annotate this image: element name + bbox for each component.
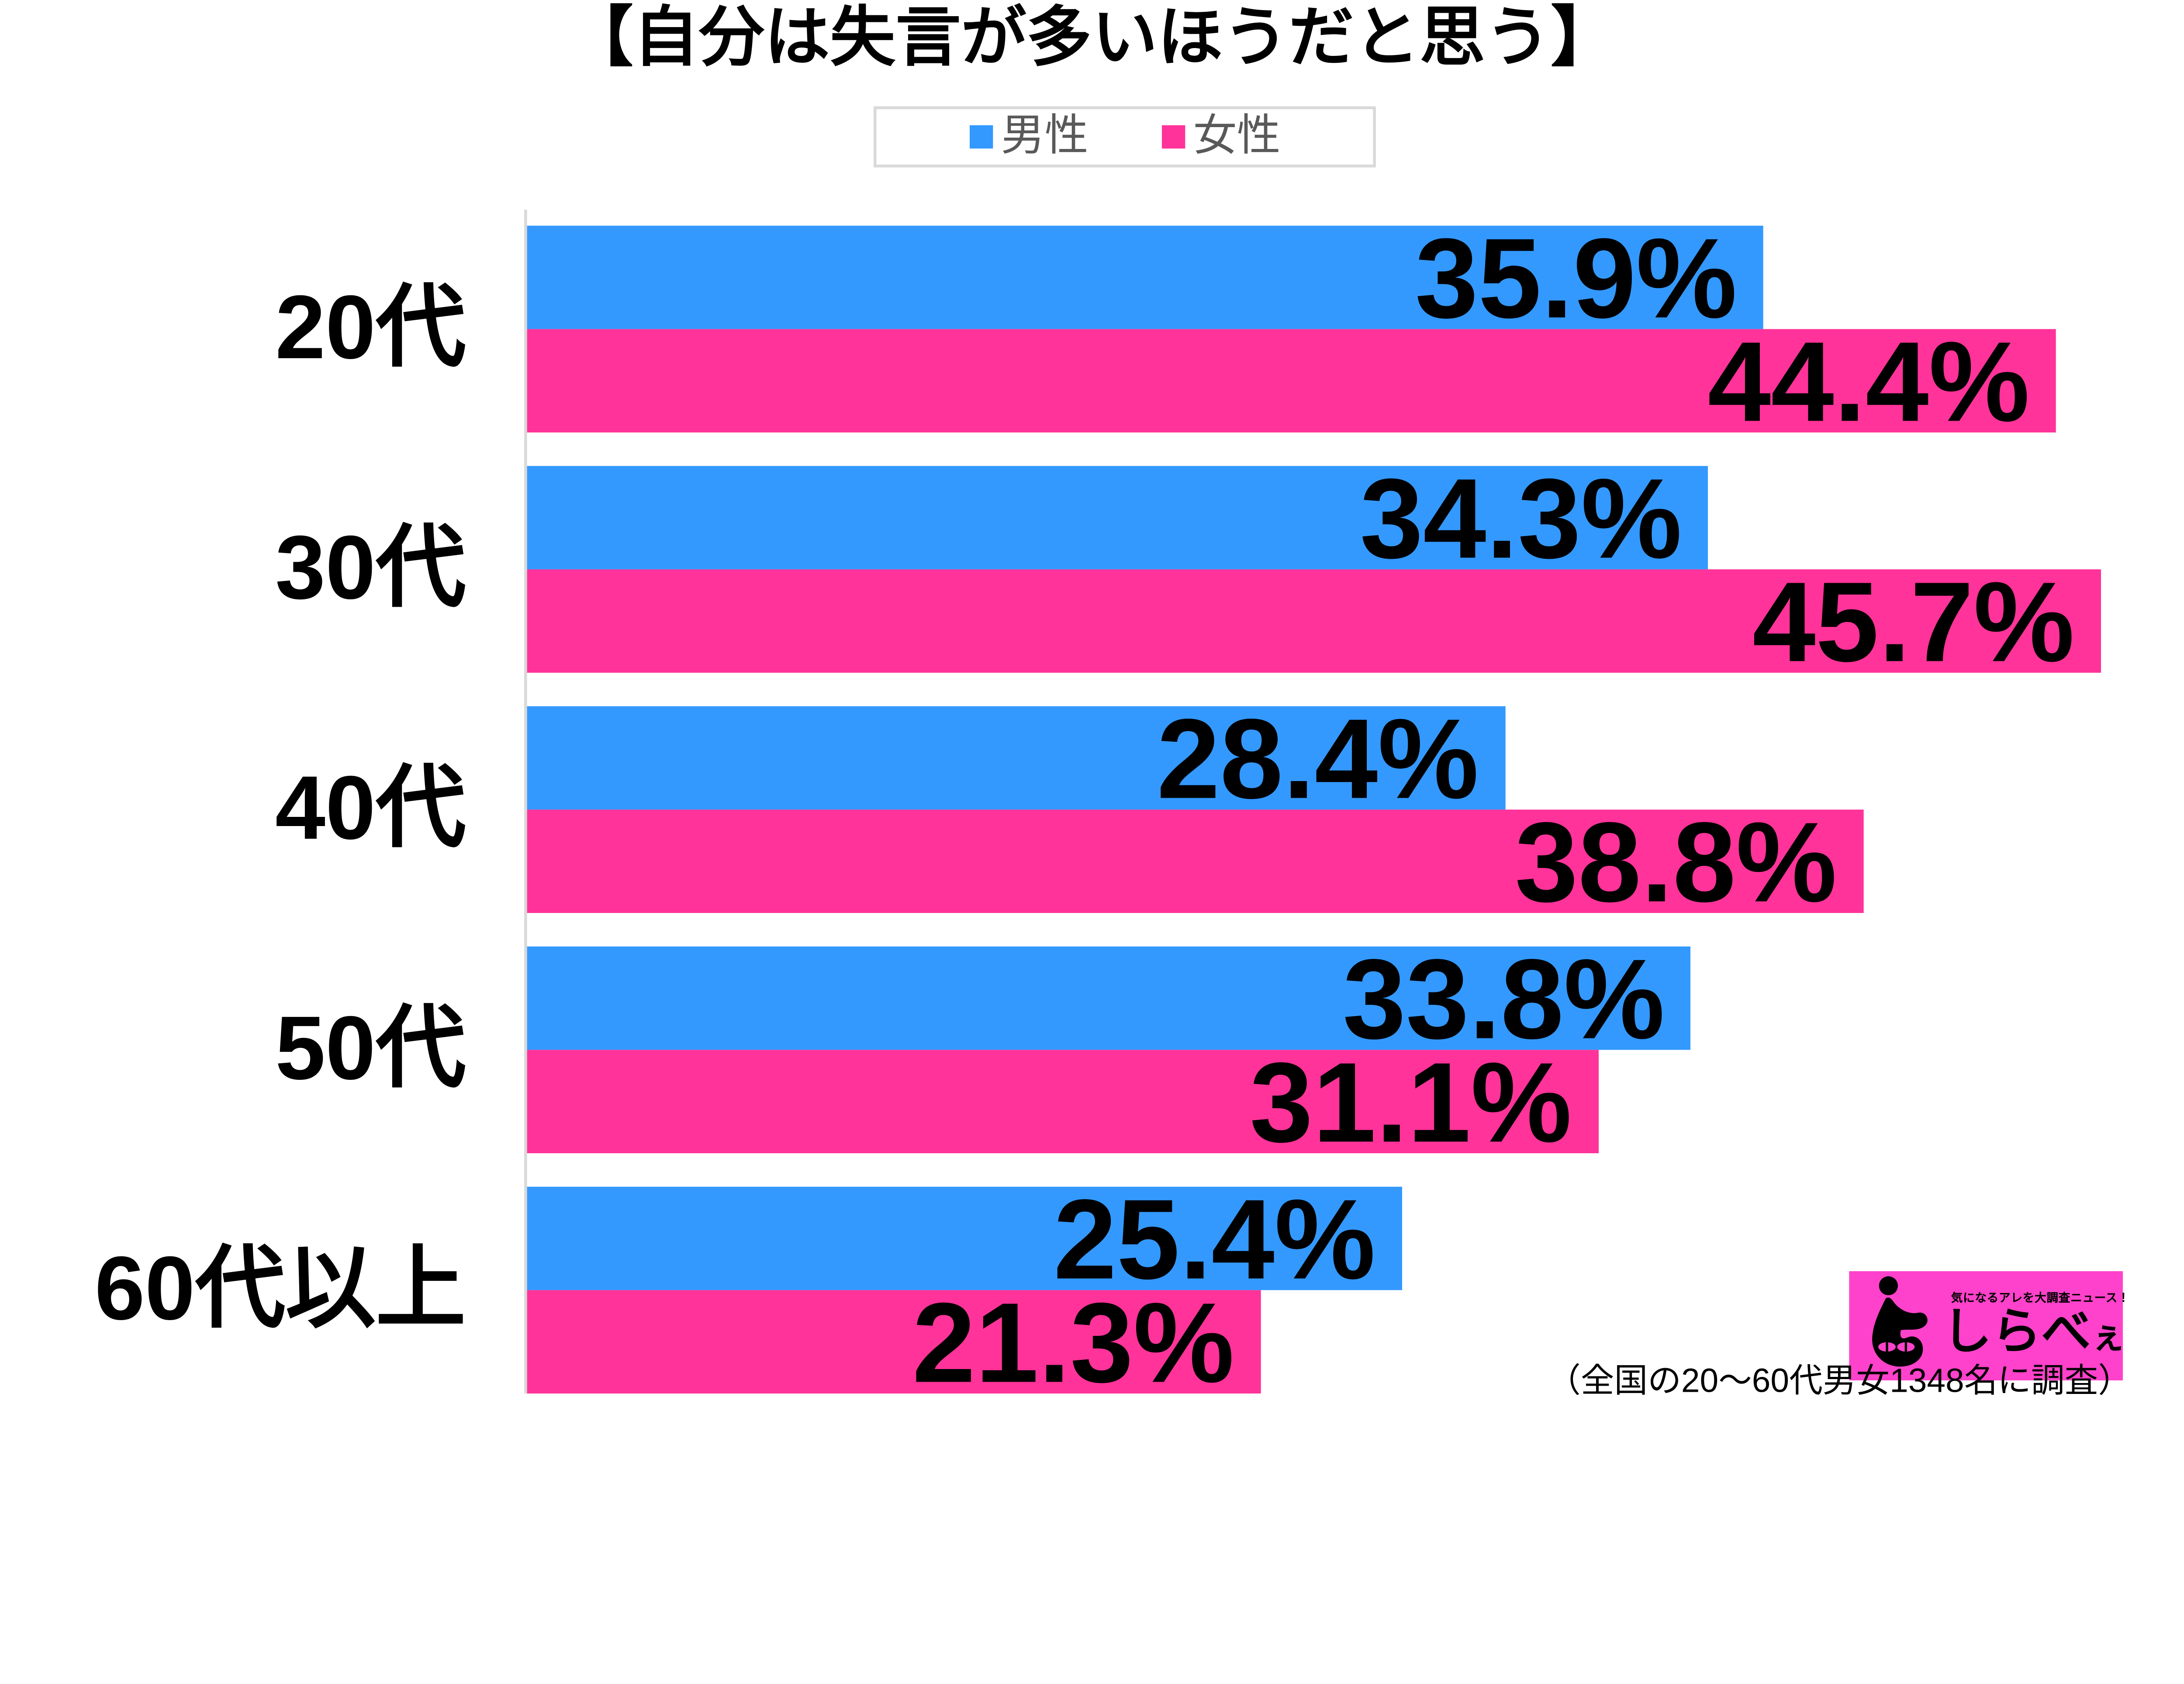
- bar-value-label: 35.9%: [1415, 213, 1737, 342]
- y-axis-line: [524, 210, 527, 1394]
- bar-female: 44.4%: [527, 324, 2056, 438]
- logo-brand-small: ぇ: [2091, 1315, 2126, 1357]
- category-label: 30代: [275, 518, 466, 619]
- bar-value-label: 38.8%: [1515, 797, 1837, 926]
- bar-value-label: 45.7%: [1752, 557, 2075, 685]
- legend-item-male: 男性: [969, 112, 1089, 160]
- bar-value-label: 25.4%: [1053, 1174, 1376, 1303]
- shirabee-logo: 気になるアレを大調査ニュース！ しらべぇ: [1849, 1271, 2129, 1380]
- bar-male: 35.9%: [527, 221, 1763, 334]
- bar-male: 33.8%: [527, 941, 1691, 1055]
- bar-value-label: 28.4%: [1157, 694, 1479, 822]
- legend-swatch-female-icon: [1161, 125, 1185, 149]
- bar-value-label: 34.3%: [1360, 453, 1682, 582]
- legend: 男性 女性: [874, 106, 1376, 168]
- logo-tagline: 気になるアレを大調査ニュース！: [1951, 1291, 2130, 1305]
- category-label: 50代: [275, 999, 466, 1100]
- logo-brand-main: しらべ: [1942, 1303, 2091, 1362]
- bar-value-label: 31.1%: [1250, 1037, 1572, 1166]
- bar-value-label: 33.8%: [1342, 934, 1665, 1062]
- stage: 【自分は失言が多いほうだと思う】 男性 女性 20代 35.9% 44.4% 30代 3…: [94, 0, 2132, 1400]
- category-label: 40代: [275, 758, 466, 859]
- bar-female: 38.8%: [527, 805, 1863, 918]
- bar-male: 34.3%: [527, 461, 1708, 574]
- bar-female: 45.7%: [527, 564, 2101, 678]
- shirabee-mascot-icon: [1872, 1276, 1928, 1367]
- legend-swatch-male-icon: [969, 125, 992, 149]
- footnote: （全国の20〜60代男女1348名に調査）: [1547, 1362, 2132, 1400]
- bar-value-label: 44.4%: [1707, 317, 2030, 445]
- bar-male: 25.4%: [527, 1182, 1402, 1295]
- legend-label-male: 男性: [1001, 112, 1089, 160]
- legend-label-female: 女性: [1193, 112, 1281, 160]
- chart-title: 【自分は失言が多いほうだと思う】: [567, 0, 1617, 74]
- bar-male: 28.4%: [527, 701, 1505, 815]
- bar-value-label: 21.3%: [912, 1278, 1234, 1404]
- bar-female: 31.1%: [527, 1045, 1598, 1158]
- category-label: 60代以上: [94, 1239, 466, 1340]
- logo-brand: しらべぇ: [1942, 1303, 2126, 1362]
- category-label: 20代: [275, 278, 466, 379]
- bar-female: 21.3%: [527, 1285, 1261, 1399]
- legend-item-female: 女性: [1161, 112, 1281, 160]
